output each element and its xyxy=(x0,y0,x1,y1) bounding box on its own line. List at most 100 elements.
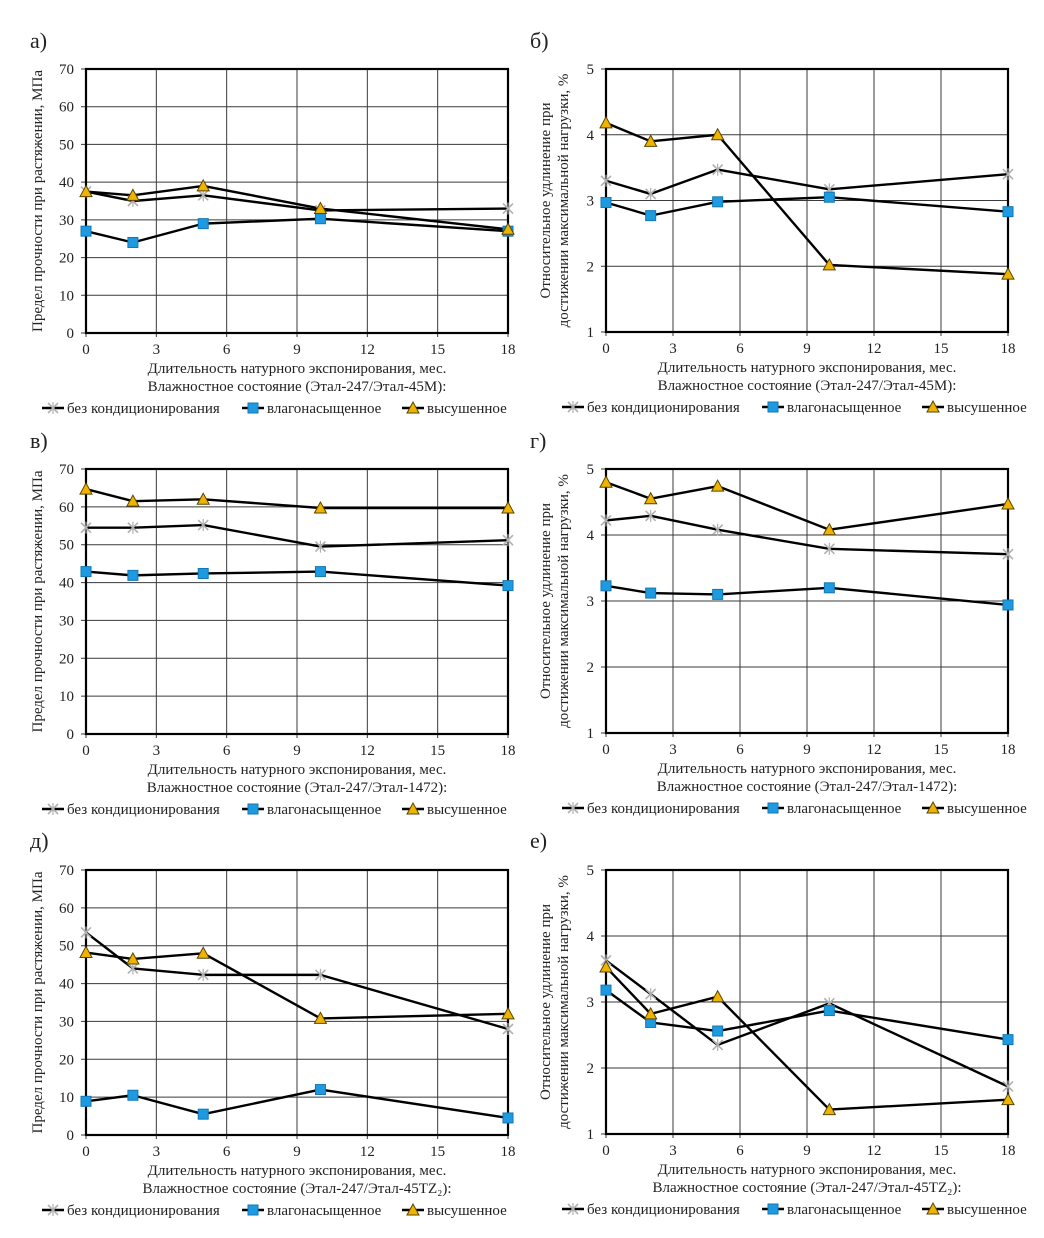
y-axis-title-line2: достижении максимальной нагрузки, % xyxy=(556,74,572,328)
legend-label: без кондиционирования xyxy=(67,802,220,818)
data-point xyxy=(80,225,92,237)
y-tick-label: 0 xyxy=(67,1128,75,1144)
y-tick-label: 50 xyxy=(59,137,74,153)
y-tick-label: 60 xyxy=(59,500,74,516)
y-tick-label: 30 xyxy=(59,213,74,229)
chart-panel-c: в) 0 10 20 30 40 50 60 70 0 3 6 9 12 15 18 Длительность … xyxy=(30,428,516,818)
x-tick-label: 18 xyxy=(501,1144,516,1160)
data-point xyxy=(196,178,211,192)
chart-panel-e: д) 0 10 20 30 40 50 60 70 0 3 6 9 12 15 18 Длительность … xyxy=(30,828,516,1219)
legend-marker-icon xyxy=(926,399,940,413)
data-point xyxy=(599,959,613,973)
data-point xyxy=(645,988,657,1001)
plot-frame xyxy=(84,868,510,1137)
data-point xyxy=(196,492,211,505)
data-point xyxy=(712,588,724,600)
x-axis-title: Длительность натурного экспонирования, м… xyxy=(148,762,447,778)
x-tick-label: 9 xyxy=(803,341,811,357)
data-point xyxy=(197,218,209,230)
x-tick-label: 15 xyxy=(430,743,445,759)
y-tick-label: 40 xyxy=(59,576,74,592)
legend: без кондиционирования влагонасыщенное высу… xyxy=(562,399,1027,416)
data-point xyxy=(1001,496,1015,510)
y-axis-title-line1: Относительное удлинение при xyxy=(538,904,554,1100)
data-point xyxy=(1001,267,1015,280)
legend: без кондиционирования влагонасыщенное высу… xyxy=(42,801,507,818)
data-point xyxy=(196,946,211,959)
y-tick-label: 1 xyxy=(587,325,595,341)
series-markers-2 xyxy=(79,178,515,235)
x-tick-label: 0 xyxy=(602,341,610,357)
series-markers-2 xyxy=(599,959,1015,1116)
data-point xyxy=(712,196,724,208)
y-tick-label: 10 xyxy=(59,689,74,705)
data-point xyxy=(80,926,92,939)
data-point xyxy=(502,580,514,592)
data-point xyxy=(712,1038,724,1051)
data-point xyxy=(79,945,93,959)
x-tick-label: 12 xyxy=(867,341,882,357)
series-markers-0 xyxy=(80,926,514,1035)
legend-label: высушенное xyxy=(947,400,1027,416)
y-tick-label: 2 xyxy=(587,1061,595,1077)
series-markers-2 xyxy=(599,475,1015,536)
plot-frame xyxy=(604,868,1010,1136)
legend-marker-icon xyxy=(406,400,420,414)
legend-label: влагонасыщенное xyxy=(787,1202,902,1218)
panel-label: г) xyxy=(530,428,546,453)
gridlines xyxy=(81,468,509,738)
y-tick-label: 2 xyxy=(587,660,595,676)
data-point xyxy=(502,1112,514,1124)
x-axis-title: Длительность натурного экспонирования, м… xyxy=(148,1163,447,1179)
data-point xyxy=(502,534,514,547)
x-tick-label: 6 xyxy=(736,1143,744,1159)
series-markers-1 xyxy=(600,984,1014,1046)
data-point xyxy=(600,580,612,592)
data-point xyxy=(501,222,515,235)
legend-item: влагонасыщенное xyxy=(242,1203,382,1219)
x-tick-label: 12 xyxy=(360,1144,375,1160)
series-markers-1 xyxy=(600,580,1014,611)
legend-item: без кондиционирования xyxy=(562,801,740,817)
y-tick-label: 20 xyxy=(59,251,74,267)
data-point xyxy=(127,236,139,248)
y-tick-label: 10 xyxy=(59,288,74,304)
data-point xyxy=(127,1089,139,1101)
data-point xyxy=(600,174,612,187)
y-tick-label: 4 xyxy=(587,528,595,544)
x-tick-label: 0 xyxy=(82,342,90,358)
data-point xyxy=(313,500,328,514)
x-tick-label: 3 xyxy=(669,742,677,758)
x-tick-label: 3 xyxy=(669,341,677,357)
legend-item: влагонасыщенное xyxy=(242,401,382,417)
legend-marker-icon xyxy=(926,800,940,814)
data-point xyxy=(1001,1092,1015,1106)
series-markers-0 xyxy=(600,509,1014,561)
data-point xyxy=(126,494,140,507)
series-markers-1 xyxy=(600,191,1014,222)
data-point xyxy=(643,134,658,147)
x-axis-subtitle: Влажностное состояние (Этал-247/Этал-45М… xyxy=(148,379,447,395)
x-tick-label: 9 xyxy=(803,1143,811,1159)
y-tick-label: 4 xyxy=(587,929,595,945)
data-point xyxy=(712,163,724,176)
legend-marker-icon xyxy=(47,402,59,414)
legend-label: высушенное xyxy=(427,802,507,818)
y-tick-label: 70 xyxy=(59,62,74,78)
legend-label: без кондиционирования xyxy=(587,400,740,416)
x-tick-label: 18 xyxy=(1001,1143,1016,1159)
y-tick-label: 5 xyxy=(587,462,595,478)
legend-label: без кондиционирования xyxy=(587,1202,740,1218)
data-point xyxy=(643,1006,658,1020)
chart-panel-a: а) 0 10 20 30 40 50 60 70 0 3 6 9 12 15 18 Длительность … xyxy=(30,28,516,417)
legend-item: высушенное xyxy=(922,399,1027,416)
data-point xyxy=(79,482,93,495)
data-point xyxy=(502,202,514,215)
gridlines xyxy=(81,68,509,337)
gridlines xyxy=(601,68,1009,336)
panel-label: е) xyxy=(530,828,547,853)
data-point xyxy=(645,509,657,522)
data-point xyxy=(79,184,93,198)
legend-marker-icon xyxy=(767,802,779,814)
